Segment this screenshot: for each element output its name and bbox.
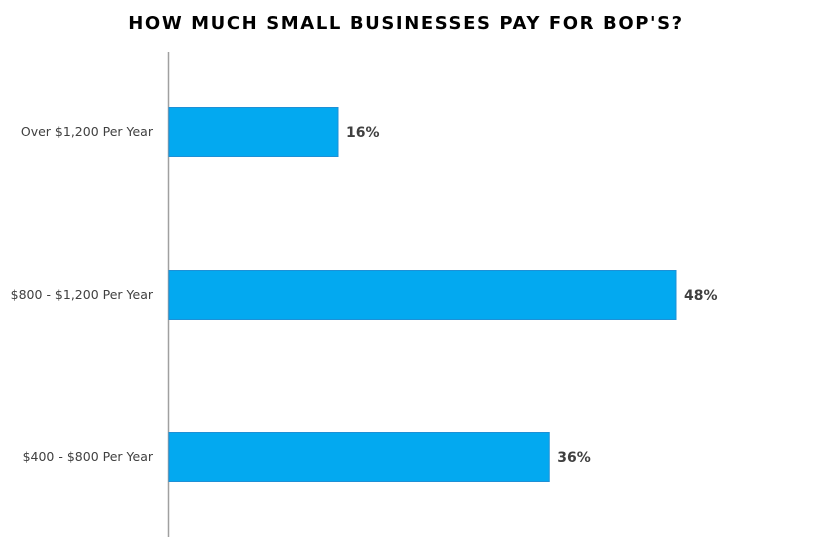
category-label-1: Over $1,200 Per Year	[21, 124, 154, 139]
bar-1	[168, 107, 339, 157]
value-label-3: 36%	[557, 450, 591, 466]
value-label-2: 48%	[684, 288, 718, 304]
bars-group: Over $1,200 Per Year 16% $800 - $1,200 Per…	[11, 107, 718, 482]
chart-title: HOW MUCH SMALL BUSINESSES PAY FOR BOP'S?	[128, 13, 683, 34]
category-label-3: $400 - $800 Per Year	[23, 449, 154, 464]
bar-2	[168, 270, 677, 320]
category-label-2: $800 - $1,200 Per Year	[11, 287, 154, 302]
value-label-1: 16%	[346, 125, 380, 141]
bar-3	[168, 432, 550, 482]
